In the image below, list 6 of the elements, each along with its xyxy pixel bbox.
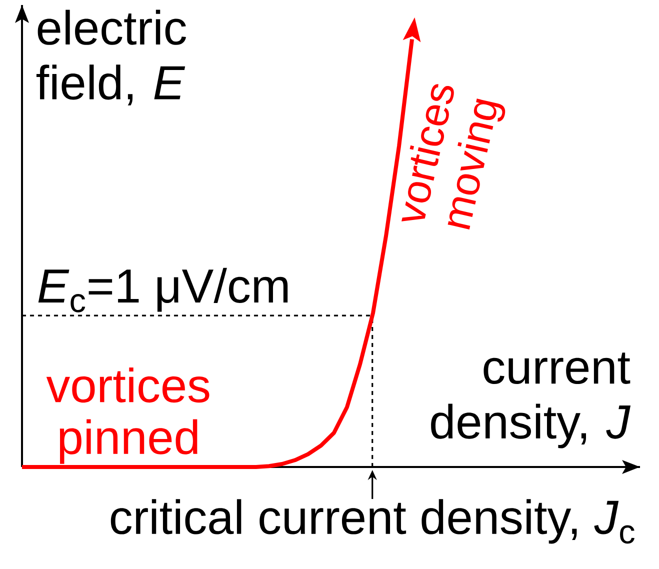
text: critical current density, J$_{c}$ bbox=[110, 499, 634, 544]
annotation: E$_{c}$=1 μV/cm bbox=[38, 268, 288, 312]
annotation: vortices pinned bbox=[46, 367, 210, 464]
x-axis-title: current density, J bbox=[431, 352, 631, 448]
y-axis-title: electric field, E bbox=[36, 10, 186, 106]
annotation: vortices moving bbox=[401, 84, 506, 230]
